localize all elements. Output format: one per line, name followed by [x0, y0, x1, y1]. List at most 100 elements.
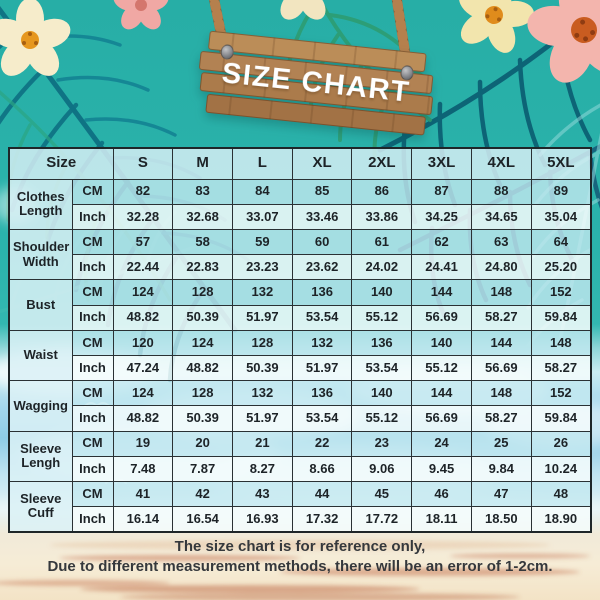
inch-value: 34.25 [411, 203, 472, 230]
cm-value: 21 [231, 430, 293, 457]
unit-label-inch: Inch [71, 354, 114, 382]
cm-value: 84 [231, 178, 293, 205]
cm-value: 60 [291, 228, 353, 256]
measure-row-cm: Clothes Length CM 82 83 84 85 86 87 88 89 [8, 178, 592, 230]
unit-label-cm: CM [71, 430, 114, 457]
inch-value: 18.11 [411, 506, 472, 533]
measure-label: Wagging [8, 380, 73, 432]
flower-icon [0, 0, 600, 83]
inch-value: 24.80 [470, 254, 532, 281]
measure-label: Sleeve Cuff [8, 480, 73, 533]
unit-label-inch: Inch [71, 405, 114, 432]
cm-value: 63 [470, 228, 532, 256]
inch-value: 59.84 [530, 304, 592, 331]
size-col-header: 5XL [530, 147, 592, 180]
measure-label: Clothes Length [8, 178, 73, 230]
measure-row-cm: Waist CM 120 124 128 132 136 140 144 148 [8, 329, 592, 382]
measure-label: Waist [8, 329, 73, 382]
cm-value: 120 [112, 329, 174, 356]
inch-value: 9.06 [351, 455, 413, 482]
measure-label: Bust [8, 279, 73, 331]
inch-value: 50.39 [231, 354, 293, 382]
sand-streaks [0, 540, 590, 600]
inch-value: 24.02 [351, 254, 413, 281]
inch-value: 53.54 [291, 304, 353, 331]
inch-value: 9.45 [411, 455, 472, 482]
measure-row-inch: Inch 48.82 50.39 51.97 53.54 55.12 56.69 58.27 5… [9, 405, 592, 432]
inch-value: 16.14 [112, 506, 174, 533]
cm-value: 24 [411, 430, 472, 457]
cm-value: 136 [291, 279, 353, 306]
cm-value: 136 [351, 329, 413, 356]
inch-value: 33.07 [231, 203, 293, 230]
inch-value: 17.32 [291, 506, 353, 533]
cm-value: 88 [470, 178, 532, 205]
measure-row-cm: Sleeve Cuff CM 41 42 43 44 45 46 47 48 [8, 480, 592, 533]
size-table: Size S M L XL 2XL 3XL 4XL 5XL Clothes Length CM 8… [8, 147, 592, 533]
cm-value: 19 [112, 430, 174, 457]
measure-row-cm: Sleeve Lengh CM 19 20 21 22 23 24 25 26 [8, 430, 592, 482]
inch-value: 48.82 [112, 304, 174, 331]
inch-value: 48.82 [112, 405, 174, 432]
cm-value: 42 [172, 480, 233, 508]
unit-label-inch: Inch [71, 304, 114, 331]
inch-value: 55.12 [351, 304, 413, 331]
cm-value: 48 [530, 480, 592, 508]
unit-label-inch: Inch [71, 254, 114, 281]
inch-value: 53.54 [291, 405, 353, 432]
unit-label-inch: Inch [71, 203, 114, 230]
inch-value: 7.48 [112, 455, 174, 482]
cm-value: 46 [411, 480, 472, 508]
cm-value: 132 [291, 329, 353, 356]
inch-value: 18.90 [530, 506, 592, 533]
inch-value: 8.27 [231, 455, 293, 482]
inch-value: 50.39 [172, 405, 233, 432]
cm-value: 85 [291, 178, 353, 205]
unit-label-cm: CM [71, 480, 114, 508]
inch-value: 16.93 [231, 506, 293, 533]
inch-value: 51.97 [291, 354, 353, 382]
measure-row-inch: Inch 22.44 22.83 23.23 23.62 24.02 24.41 24.80 2… [9, 254, 592, 281]
inch-value: 56.69 [411, 405, 472, 432]
measure-label: Shoulder Width [8, 228, 73, 281]
inch-value: 22.44 [112, 254, 174, 281]
size-col-header: 3XL [411, 147, 472, 180]
cm-value: 140 [351, 380, 413, 407]
measure-row-inch: Inch 47.24 48.82 50.39 51.97 53.54 55.12 56.69 5… [9, 354, 592, 382]
cm-value: 62 [411, 228, 472, 256]
cm-value: 43 [231, 480, 293, 508]
cm-value: 20 [172, 430, 233, 457]
measure-row-inch: Inch 7.48 7.87 8.27 8.66 9.06 9.45 9.84 10.24 [9, 455, 592, 482]
size-corner-header: Size [8, 147, 114, 180]
cm-value: 59 [231, 228, 293, 256]
cm-value: 140 [351, 279, 413, 306]
cm-value: 64 [530, 228, 592, 256]
measure-label: Sleeve Lengh [8, 430, 73, 482]
cm-value: 58 [172, 228, 233, 256]
measure-row-cm: Bust CM 124 128 132 136 140 144 148 152 [8, 279, 592, 331]
inch-value: 51.97 [231, 304, 293, 331]
cm-value: 57 [112, 228, 174, 256]
unit-label-cm: CM [71, 178, 114, 205]
inch-value: 33.46 [291, 203, 353, 230]
cm-value: 83 [172, 178, 233, 205]
inch-value: 56.69 [411, 304, 472, 331]
inch-value: 16.54 [172, 506, 233, 533]
cm-value: 144 [470, 329, 532, 356]
inch-value: 51.97 [231, 405, 293, 432]
inch-value: 18.50 [470, 506, 532, 533]
size-col-header: L [231, 147, 293, 180]
cm-value: 61 [351, 228, 413, 256]
cm-value: 128 [172, 380, 233, 407]
inch-value: 10.24 [530, 455, 592, 482]
cm-value: 87 [411, 178, 472, 205]
unit-label-inch: Inch [71, 455, 114, 482]
footer-line-2: Due to different measurement methods, th… [47, 557, 553, 575]
unit-label-cm: CM [71, 380, 114, 407]
cm-value: 128 [231, 329, 293, 356]
inch-value: 35.04 [530, 203, 592, 230]
inch-value: 50.39 [172, 304, 233, 331]
inch-value: 34.65 [470, 203, 532, 230]
cm-value: 124 [112, 279, 174, 306]
